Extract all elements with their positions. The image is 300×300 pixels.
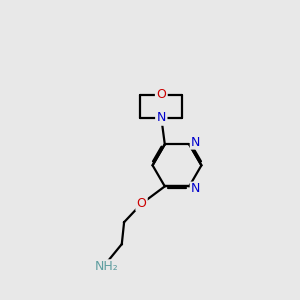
Text: N: N	[190, 136, 200, 149]
Text: O: O	[136, 197, 146, 210]
Text: N: N	[190, 182, 200, 195]
Text: O: O	[156, 88, 166, 101]
Text: NH₂: NH₂	[95, 260, 118, 273]
Text: N: N	[157, 111, 166, 124]
